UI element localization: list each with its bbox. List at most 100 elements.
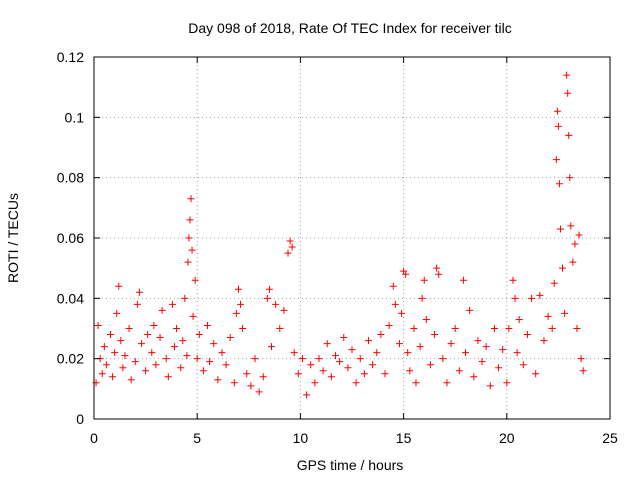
data-point: [552, 156, 560, 164]
data-point: [263, 294, 271, 302]
data-point: [127, 376, 135, 384]
x-tick-label: 0: [90, 430, 98, 446]
data-point: [173, 325, 181, 332]
data-point: [505, 325, 513, 332]
data-point: [164, 373, 172, 381]
data-point: [344, 364, 352, 372]
data-point: [433, 264, 441, 272]
data-point: [410, 325, 418, 332]
data-point: [234, 285, 242, 293]
data-point: [352, 379, 360, 387]
data-point: [184, 258, 192, 266]
data-point: [569, 258, 577, 266]
data-point: [193, 355, 201, 363]
data-point: [439, 355, 447, 363]
data-point: [290, 349, 298, 357]
data-point: [571, 240, 579, 248]
data-point: [540, 337, 548, 345]
data-point: [528, 294, 536, 302]
data-point: [391, 300, 399, 308]
data-point: [204, 321, 212, 329]
data-point: [214, 376, 222, 384]
data-point: [348, 346, 356, 354]
data-point: [398, 309, 406, 317]
data-point: [412, 379, 420, 387]
data-point: [395, 340, 403, 348]
y-tick-label: 0.02: [57, 351, 84, 367]
data-point: [168, 300, 176, 308]
data-point: [418, 294, 426, 302]
data-point: [406, 367, 414, 375]
data-point: [303, 391, 311, 399]
data-point: [156, 334, 164, 342]
data-point: [402, 270, 410, 278]
data-point: [133, 300, 141, 308]
data-point: [389, 282, 397, 290]
data-point: [556, 225, 564, 233]
y-axis-label: ROTI / TECUs: [5, 193, 21, 283]
data-point: [404, 349, 412, 357]
data-point: [315, 355, 323, 363]
data-point: [431, 331, 439, 339]
data-point: [206, 358, 214, 366]
data-point: [365, 337, 373, 345]
data-point: [148, 349, 156, 357]
data-point: [152, 361, 160, 369]
data-point: [385, 321, 393, 329]
data-point: [555, 180, 563, 188]
data-point: [187, 195, 195, 203]
data-point: [515, 315, 523, 323]
data-point: [532, 370, 540, 378]
data-point: [191, 276, 199, 284]
data-point: [575, 231, 583, 239]
data-point: [416, 343, 424, 351]
data-point: [144, 331, 152, 339]
data-point: [369, 361, 377, 369]
data-point: [422, 315, 430, 323]
x-tick-label: 5: [193, 430, 201, 446]
data-point: [294, 370, 302, 378]
data-point: [474, 337, 482, 345]
data-point: [331, 352, 339, 360]
data-point: [259, 373, 267, 381]
data-point: [307, 361, 315, 369]
data-point: [265, 285, 273, 293]
data-point: [482, 343, 490, 351]
data-point: [499, 346, 507, 354]
data-point: [462, 349, 470, 357]
data-point: [268, 343, 276, 351]
data-point: [495, 364, 503, 372]
chart-title: Day 098 of 2018, Rate Of TEC Index for r…: [188, 20, 511, 36]
data-point: [135, 288, 143, 296]
data-point: [188, 246, 196, 254]
data-point: [121, 352, 129, 360]
y-tick-label: 0.1: [65, 109, 85, 125]
y-tick-label: 0.12: [57, 49, 84, 65]
data-point: [255, 388, 263, 396]
x-tick-label: 15: [396, 430, 412, 446]
data-point: [288, 243, 296, 251]
data-point: [239, 325, 247, 332]
data-point: [511, 294, 519, 302]
data-point: [319, 367, 327, 375]
data-point: [566, 174, 574, 182]
data-point: [435, 270, 443, 278]
data-point: [559, 264, 567, 272]
data-point: [115, 282, 123, 290]
data-point: [230, 379, 238, 387]
y-tick-label: 0.04: [57, 290, 84, 306]
data-point: [142, 367, 150, 375]
data-point: [509, 276, 517, 284]
data-point: [137, 340, 145, 348]
data-point: [554, 122, 562, 130]
data-point: [478, 358, 486, 366]
x-tick-label: 10: [293, 430, 309, 446]
data-point: [117, 337, 125, 345]
y-tick-label: 0: [76, 411, 84, 427]
x-tick-label: 25: [602, 430, 618, 446]
data-point: [94, 321, 102, 329]
data-point: [107, 331, 115, 339]
data-point: [162, 355, 170, 363]
data-point: [158, 306, 166, 314]
data-point: [189, 312, 197, 320]
